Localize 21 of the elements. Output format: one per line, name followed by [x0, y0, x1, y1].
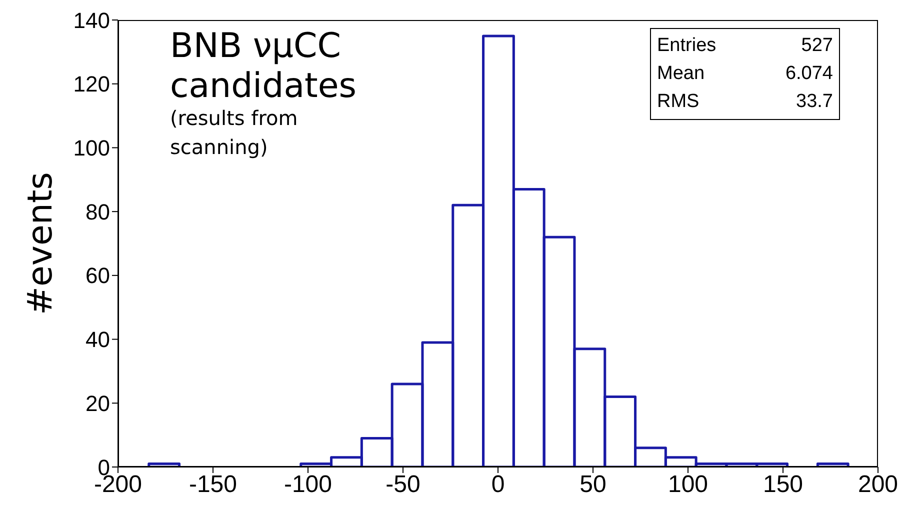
y-axis-title: #events [20, 172, 60, 316]
x-tick-label: 0 [491, 471, 505, 498]
x-tick-label: -150 [188, 471, 238, 498]
text: RMS 33.7 [657, 91, 833, 112]
x-tick-label: 50 [580, 471, 606, 498]
text: Mean 6.074 [657, 63, 833, 84]
x-tick-label: 100 [668, 471, 708, 498]
y-tick-label: 80 [86, 199, 110, 224]
text: (results from scanning) [170, 105, 299, 161]
y-tick-label: 100 [73, 136, 110, 161]
y-tick-label: 120 [73, 72, 110, 97]
y-tick-label: 20 [86, 390, 110, 416]
x-tick-label: -100 [284, 471, 332, 498]
text: BNB νμCC candidates [170, 26, 358, 106]
x-tick-label: 150 [762, 471, 804, 498]
x-tick-label: 200 [858, 471, 898, 498]
y-tick-label: 60 [86, 263, 110, 288]
y-tick-label: 140 [73, 8, 110, 33]
y-tick-label: 40 [86, 327, 110, 352]
x-tick-label: -50 [386, 471, 420, 498]
text: Entries 527 [657, 35, 833, 56]
